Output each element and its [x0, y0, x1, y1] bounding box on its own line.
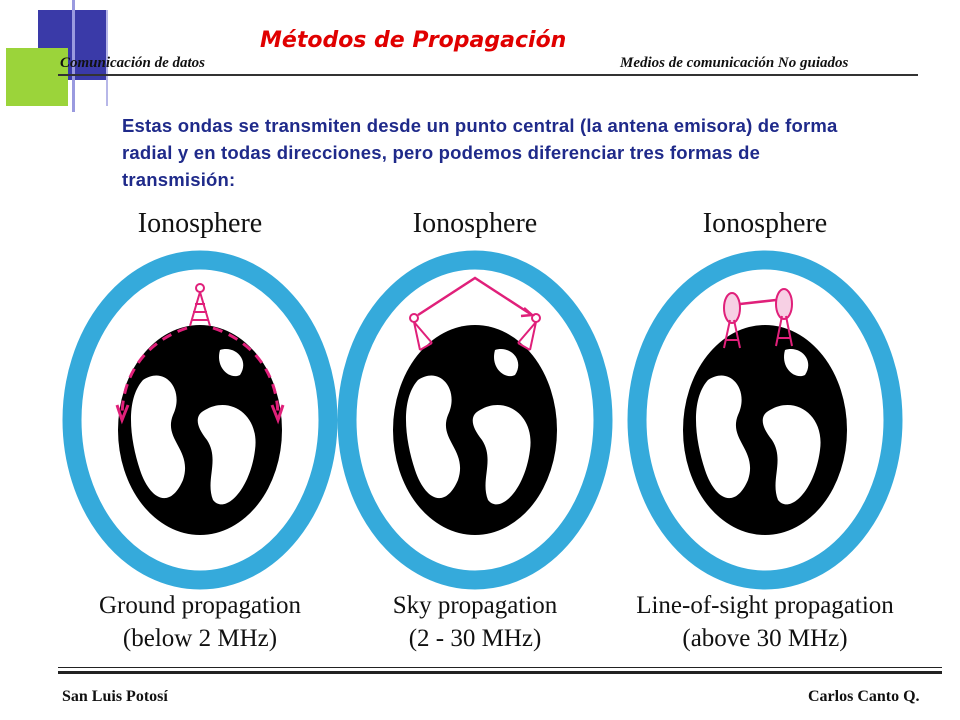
footer-author: Carlos Canto Q. — [808, 688, 920, 705]
ionosphere-label: Ionosphere — [137, 208, 263, 239]
ionosphere-ring — [62, 250, 338, 590]
dish-antenna-left-icon — [723, 292, 741, 349]
footer-divider-thick — [58, 671, 942, 674]
header-right-text: Medios de comunicación No guiados — [620, 55, 849, 71]
earth-globe — [393, 325, 557, 535]
decor-green-square — [6, 48, 68, 106]
ionosphere-label: Ionosphere — [412, 208, 538, 239]
caption-frequency: (below 2 MHz) — [122, 625, 278, 652]
caption-title: Sky propagation — [392, 592, 558, 619]
arrowhead-right-icon — [270, 404, 285, 425]
line-of-sight-beam-icon — [739, 298, 777, 306]
earth-globe — [683, 325, 847, 535]
panel-line-of-sight-propagation: Ionosphere Line-of-sight propagation (ab… — [620, 200, 910, 670]
caption-title: Ground propagation — [98, 592, 302, 619]
caption-frequency: (above 30 MHz) — [682, 625, 848, 652]
panel-ground-propagation: Ionosphere Ground propagation (below 2 M… — [55, 200, 345, 670]
earth-globe — [118, 325, 282, 535]
ground-propagation-illustration — [62, 250, 338, 590]
caption-frequency: (2 - 30 MHz) — [408, 625, 542, 652]
intro-paragraph: Estas ondas se transmiten desde un punto… — [122, 115, 838, 190]
arrowhead-icon — [520, 307, 536, 318]
decor-vertical-line-2 — [106, 10, 108, 106]
header-divider — [58, 74, 918, 76]
ionosphere-ring — [627, 250, 903, 590]
ionosphere-ring — [337, 250, 613, 590]
dish-antenna-right-icon — [775, 288, 793, 347]
transmitter-tower-icon — [189, 283, 211, 327]
sky-propagation-illustration — [337, 250, 613, 590]
footer-divider-thin — [58, 667, 942, 668]
ionosphere-label: Ionosphere — [702, 208, 828, 239]
line-of-sight-illustration — [627, 250, 903, 590]
sender-tower-icon — [409, 313, 433, 351]
footer-location: San Luis Potosí — [62, 688, 168, 705]
arrowhead-left-icon — [115, 404, 130, 425]
sky-wave-icon — [417, 276, 533, 317]
receiver-tower-icon — [517, 313, 541, 351]
slide-title: Métodos de Propagación — [260, 28, 567, 53]
ground-wave-left-icon — [120, 326, 188, 416]
header-left-text: Comunicación de datos — [60, 55, 206, 71]
panel-sky-propagation: Ionosphere Sky propagation (2 - 30 MHz) — [330, 200, 620, 670]
caption-title: Line-of-sight propagation — [636, 592, 894, 619]
ground-wave-right-icon — [212, 326, 280, 416]
decor-vertical-line — [72, 0, 75, 112]
